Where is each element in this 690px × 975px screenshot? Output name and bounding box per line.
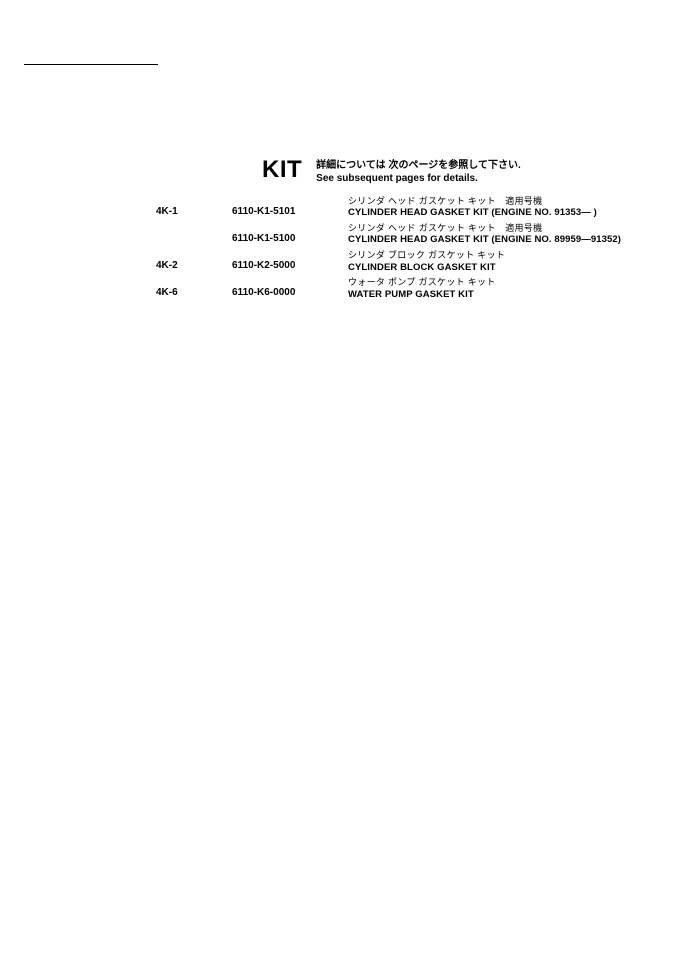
desc-en: CYLINDER BLOCK GASKET KIT xyxy=(348,262,505,274)
desc-en: WATER PUMP GASKET KIT xyxy=(348,289,496,301)
kit-subtitle-en: See subsequent pages for details. xyxy=(316,173,521,186)
description: ウォータ ポンプ ガスケット キット WATER PUMP GASKET KIT xyxy=(348,277,496,300)
part-number: 6110-K1-5101 xyxy=(232,196,348,217)
part-number: 6110-K2-5000 xyxy=(232,250,348,271)
ref-number: 4K-2 xyxy=(156,250,232,271)
table-row: 4K-2 6110-K2-5000 シリンダ ブロック ガスケット キット CY… xyxy=(156,250,621,273)
description: シリンダ ヘッド ガスケット キット 適用号機 CYLINDER HEAD GA… xyxy=(348,223,621,246)
kit-title: KIT xyxy=(262,158,302,182)
parts-table: 4K-1 6110-K1-5101 シリンダ ヘッド ガスケット キット 適用号… xyxy=(156,196,621,305)
part-number: 6110-K6-0000 xyxy=(232,277,348,298)
kit-subtitle-jp: 詳細については 次のページを参照して下さい. xyxy=(316,160,521,173)
desc-jp: シリンダ ヘッド ガスケット キット 適用号機 xyxy=(348,223,621,234)
table-row: 6110-K1-5100 シリンダ ヘッド ガスケット キット 適用号機 CYL… xyxy=(156,223,621,246)
ref-number: 4K-6 xyxy=(156,277,232,298)
description: シリンダ ヘッド ガスケット キット 適用号機 CYLINDER HEAD GA… xyxy=(348,196,597,219)
desc-en: CYLINDER HEAD GASKET KIT (ENGINE NO. 913… xyxy=(348,207,597,219)
desc-jp: ウォータ ポンプ ガスケット キット xyxy=(348,277,496,288)
top-rule xyxy=(24,64,158,65)
ref-number xyxy=(156,223,232,233)
desc-jp: シリンダ ヘッド ガスケット キット 適用号機 xyxy=(348,196,597,207)
table-row: 4K-6 6110-K6-0000 ウォータ ポンプ ガスケット キット WAT… xyxy=(156,277,621,300)
part-number: 6110-K1-5100 xyxy=(232,223,348,244)
table-row: 4K-1 6110-K1-5101 シリンダ ヘッド ガスケット キット 適用号… xyxy=(156,196,621,219)
desc-jp: シリンダ ブロック ガスケット キット xyxy=(348,250,505,261)
description: シリンダ ブロック ガスケット キット CYLINDER BLOCK GASKE… xyxy=(348,250,505,273)
kit-header: KIT 詳細については 次のページを参照して下さい. See subsequen… xyxy=(262,158,521,185)
ref-number: 4K-1 xyxy=(156,196,232,217)
kit-subtitle: 詳細については 次のページを参照して下さい. See subsequent pa… xyxy=(316,158,521,185)
desc-en: CYLINDER HEAD GASKET KIT (ENGINE NO. 899… xyxy=(348,234,621,246)
